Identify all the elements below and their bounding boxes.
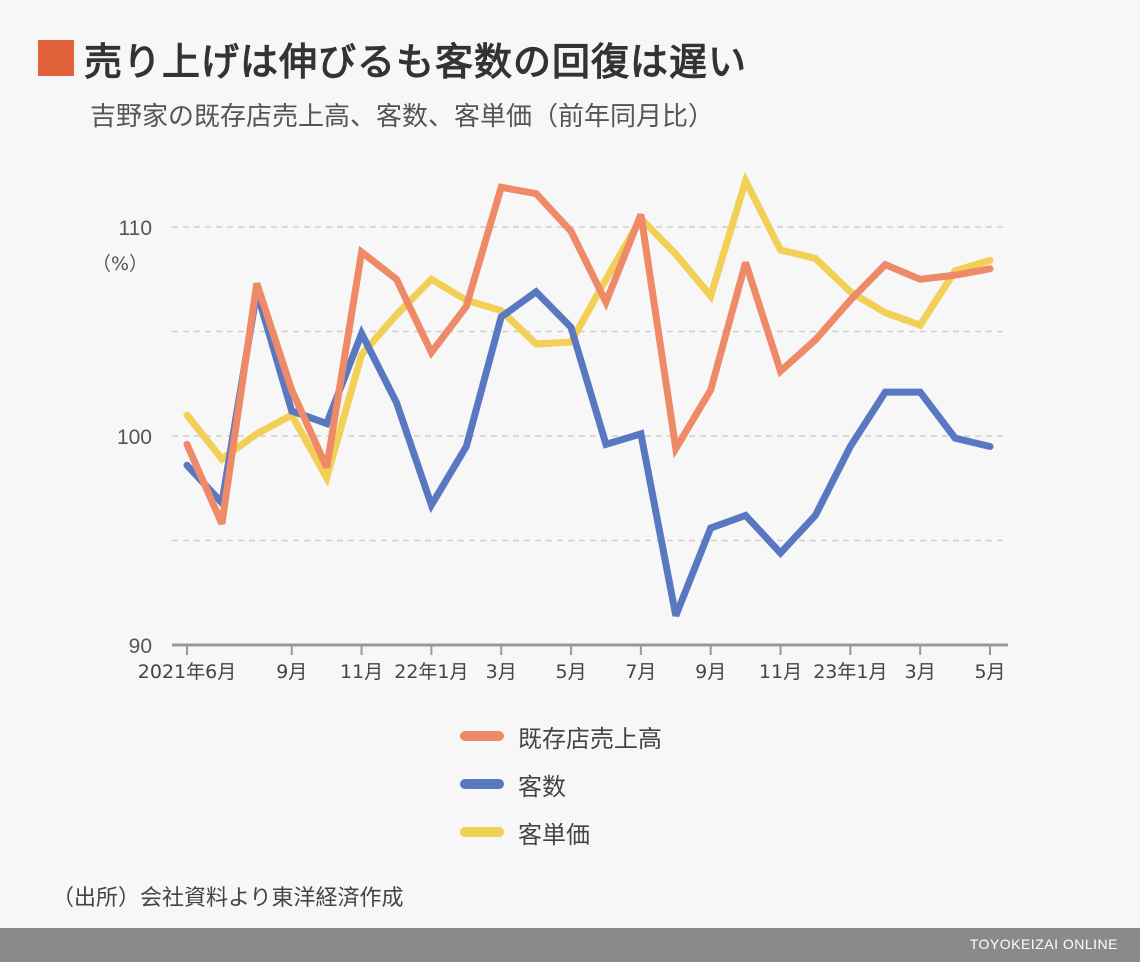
footer-brand: TOYOKEIZAI ONLINE <box>969 936 1118 952</box>
series-line-2 <box>183 183 994 526</box>
title-row: 売り上げは伸びるも客数の回復は遅い <box>38 30 747 86</box>
y-tick-label: 110 <box>119 217 152 240</box>
series-line-1 <box>183 287 994 617</box>
legend-label: 客数 <box>518 772 566 801</box>
x-tick-label: 2021年6月 <box>138 661 236 683</box>
footer-bar: TOYOKEIZAI ONLINE <box>0 928 1140 962</box>
y-tick-label: 100 <box>117 426 152 449</box>
x-tick-label: 11月 <box>759 661 802 683</box>
x-tick-label: 3月 <box>905 661 936 683</box>
x-tick-label: 7月 <box>625 661 656 683</box>
y-unit-label: （%） <box>92 253 148 275</box>
y-tick-label: 90 <box>129 635 152 658</box>
legend-item: 既存店売上高 <box>460 712 662 760</box>
legend-item: 客単価 <box>460 808 662 856</box>
x-tick-label: 3月 <box>486 661 517 683</box>
x-tick-label: 23年1月 <box>813 661 887 683</box>
source-note: （出所）会社資料より東洋経済作成 <box>52 886 404 911</box>
chart-legend: 既存店売上高 客数客単価 <box>460 712 662 856</box>
legend-swatch <box>460 731 504 741</box>
x-tick-label: 9月 <box>695 661 726 683</box>
x-tick-label: 5月 <box>555 661 586 683</box>
legend-swatch <box>460 779 504 789</box>
line-chart: 90 100 110 （%） 2021年6月 9月 11月 22年1月 3月 5月 7月 9月 11月 2… <box>92 171 1008 683</box>
legend-label: 既存店売上高 <box>518 724 662 753</box>
x-tick-label: 9月 <box>276 661 307 683</box>
legend-item: 客数 <box>460 760 662 808</box>
legend-swatch <box>460 827 504 837</box>
legend-label: 客単価 <box>518 820 590 849</box>
title-accent-square <box>38 40 74 76</box>
x-tick-label: 22年1月 <box>394 661 468 683</box>
chart-subtitle: 吉野家の既存店売上高、客数、客単価（前年同月比） <box>90 102 715 132</box>
x-tick-label: 11月 <box>340 661 383 683</box>
chart-title: 売り上げは伸びるも客数の回復は遅い <box>84 39 748 84</box>
x-tick-label: 5月 <box>974 661 1005 683</box>
